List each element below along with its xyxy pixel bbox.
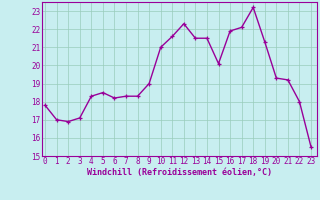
X-axis label: Windchill (Refroidissement éolien,°C): Windchill (Refroidissement éolien,°C) (87, 168, 272, 177)
